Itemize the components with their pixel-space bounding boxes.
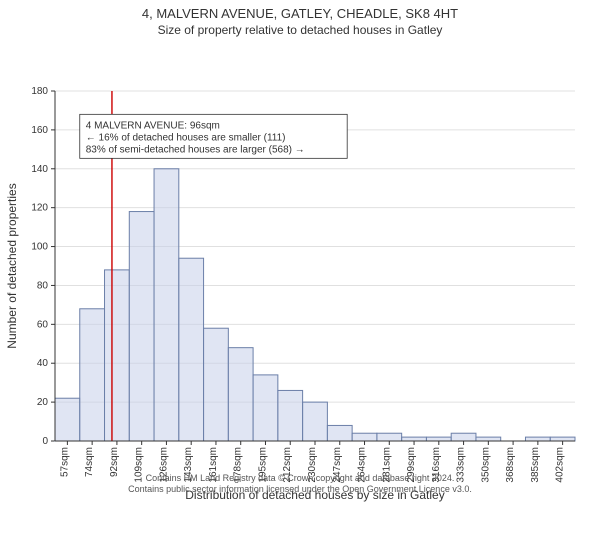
- histogram-chart: 02040608010012014016018057sqm74sqm92sqm1…: [0, 41, 600, 541]
- svg-text:180: 180: [31, 86, 48, 97]
- svg-text:← 16% of detached houses are s: ← 16% of detached houses are smaller (11…: [86, 132, 286, 143]
- svg-text:0: 0: [42, 436, 48, 447]
- chart-title-2: Size of property relative to detached ho…: [0, 21, 600, 41]
- svg-text:140: 140: [31, 164, 48, 175]
- svg-text:40: 40: [37, 358, 49, 369]
- svg-text:160: 160: [31, 125, 48, 136]
- chart-title-1: 4, MALVERN AVENUE, GATLEY, CHEADLE, SK8 …: [0, 0, 600, 21]
- svg-text:60: 60: [37, 319, 49, 330]
- footer-line-2: Contains public sector information licen…: [0, 484, 600, 496]
- footer: Contains HM Land Registry data © Crown c…: [0, 473, 600, 496]
- svg-text:100: 100: [31, 242, 48, 253]
- svg-text:120: 120: [31, 203, 48, 214]
- svg-text:80: 80: [37, 280, 49, 291]
- footer-line-1: Contains HM Land Registry data © Crown c…: [0, 473, 600, 485]
- svg-text:20: 20: [37, 397, 49, 408]
- svg-text:83% of semi-detached houses ar: 83% of semi-detached houses are larger (…: [86, 144, 305, 155]
- y-axis-label: Number of detached properties: [5, 183, 19, 348]
- svg-text:4 MALVERN AVENUE: 96sqm: 4 MALVERN AVENUE: 96sqm: [86, 120, 220, 131]
